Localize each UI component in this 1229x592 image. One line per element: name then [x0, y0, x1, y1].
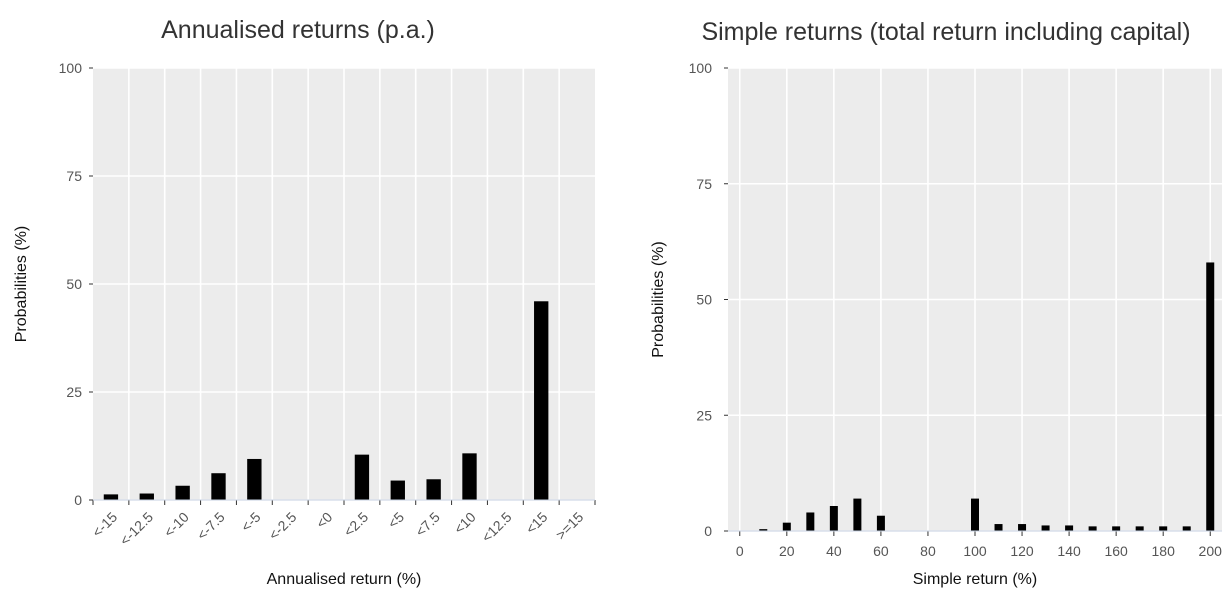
bar [247, 458, 262, 500]
y-axis-label: Probabilities (%) [13, 226, 30, 342]
x-tick-label: <10 [451, 509, 479, 537]
x-tick-label: 20 [779, 543, 795, 559]
bar [1088, 526, 1097, 531]
x-axis-label: Simple return (%) [913, 571, 1037, 588]
bar [1065, 525, 1074, 531]
y-tick-label: 25 [66, 384, 82, 400]
x-tick-label: <5 [384, 509, 407, 532]
x-tick-label: 160 [1104, 543, 1128, 559]
bar [1159, 526, 1168, 531]
x-tick-label: 100 [963, 543, 987, 559]
y-axis-label: Probabilities (%) [650, 241, 667, 357]
x-tick-label: <-7.5 [194, 509, 228, 543]
bar [390, 480, 405, 500]
x-tick-label: <-10 [161, 509, 193, 541]
bar [806, 512, 815, 531]
x-tick-label: 120 [1010, 543, 1034, 559]
x-tick-label: 40 [826, 543, 842, 559]
y-tick-label: 75 [66, 168, 82, 184]
x-tick-label: >=15 [552, 509, 586, 543]
x-tick-label: <-12.5 [116, 509, 156, 549]
bar [534, 301, 549, 500]
x-axis-label: Annualised return (%) [267, 571, 422, 588]
bar [971, 498, 979, 531]
x-tick-label: 180 [1152, 543, 1176, 559]
y-tick-label: 50 [696, 292, 712, 308]
bar [1041, 525, 1050, 531]
bar [1182, 526, 1191, 531]
bar [1112, 526, 1121, 531]
bar [462, 453, 477, 500]
bar [211, 473, 226, 500]
bar [426, 479, 441, 500]
y-tick-label: 25 [696, 407, 712, 423]
x-tick-label: <-2.5 [265, 509, 299, 543]
x-tick-label: <0 [313, 509, 336, 532]
x-tick-label: 60 [873, 543, 889, 559]
bar [354, 454, 370, 500]
x-tick-label: 80 [920, 543, 936, 559]
bar [994, 524, 1003, 531]
x-tick-label: 200 [1199, 543, 1223, 559]
bar [782, 522, 791, 531]
x-tick-label: 140 [1057, 543, 1081, 559]
x-tick-label: <-15 [89, 509, 121, 541]
x-tick-label: 0 [736, 543, 744, 559]
x-tick-label: <-5 [238, 509, 264, 535]
bar [1135, 526, 1144, 531]
chart-2: 0 25 50 75 100 0 20 40 60 80 100 120 140 160 180 200 Sim… [650, 18, 1222, 588]
chart-title: Annualised returns (p.a.) [161, 16, 435, 44]
y-tick-label: 100 [59, 60, 83, 76]
x-tick-label: <2.5 [340, 509, 371, 540]
y-tick-label: 75 [696, 176, 712, 192]
bar [139, 493, 154, 500]
x-tick-label: <7.5 [412, 509, 443, 540]
y-tick-label: 50 [66, 276, 82, 292]
bar [759, 529, 768, 531]
bar [876, 515, 885, 531]
bar [175, 485, 190, 500]
bar [103, 494, 119, 500]
bar [853, 498, 862, 531]
bar [829, 505, 838, 531]
y-tick-label: 0 [74, 492, 82, 508]
y-tick-label: 0 [704, 523, 712, 539]
bar [1018, 524, 1027, 531]
y-tick-label: 100 [689, 60, 713, 76]
chart-title: Simple returns (total return including c… [701, 18, 1190, 46]
x-tick-label: <15 [522, 509, 550, 537]
x-tick-label: <12.5 [478, 509, 515, 546]
bar [1206, 262, 1215, 531]
